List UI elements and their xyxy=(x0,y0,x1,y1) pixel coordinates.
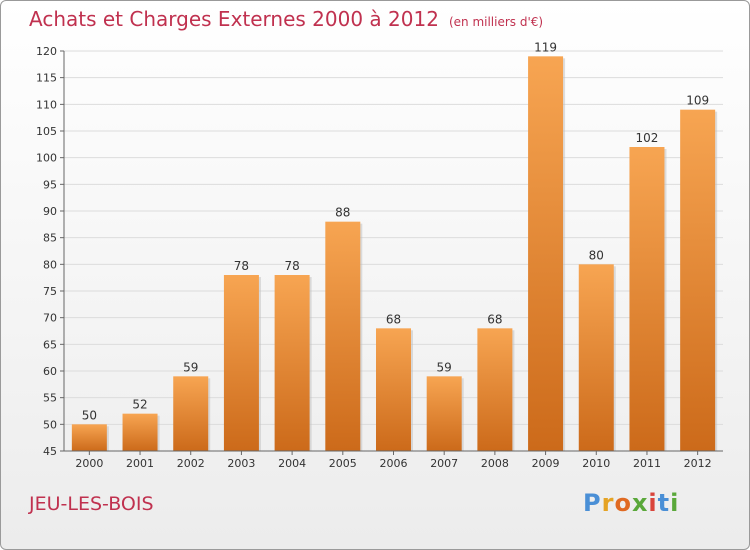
y-tick-label: 75 xyxy=(43,285,57,298)
bar-value-label: 102 xyxy=(636,131,659,145)
x-tick-label: 2010 xyxy=(582,457,610,470)
chart-unit: (en milliers d'€) xyxy=(448,15,544,29)
bar xyxy=(71,424,107,451)
y-tick-label: 85 xyxy=(43,232,57,245)
bar-value-label: 78 xyxy=(284,259,299,273)
y-tick-label: 95 xyxy=(43,178,57,191)
y-tick-label: 100 xyxy=(36,152,57,165)
y-tick-label: 60 xyxy=(43,365,57,378)
chart-title-text: Achats et Charges Externes 2000 à 2012 xyxy=(29,7,439,31)
x-tick-label: 2002 xyxy=(177,457,205,470)
bar-value-label: 68 xyxy=(386,312,401,326)
x-tick-label: 2011 xyxy=(633,457,661,470)
bar xyxy=(274,275,310,451)
x-tick-label: 2000 xyxy=(75,457,103,470)
bar xyxy=(477,328,513,451)
bars: 50 52 59 78 78 88 68 59 68 119 80 102 109 xyxy=(71,40,718,452)
y-tick-label: 45 xyxy=(43,445,57,458)
bar xyxy=(122,413,158,451)
x-tick-label: 2005 xyxy=(329,457,357,470)
bar xyxy=(325,221,361,451)
bar xyxy=(173,376,209,451)
bar-value-label: 80 xyxy=(589,248,604,262)
y-tick-label: 70 xyxy=(43,312,57,325)
x-tick-label: 2006 xyxy=(380,457,408,470)
commune-name: JEU-LES-BOIS xyxy=(29,493,154,515)
bar-value-label: 52 xyxy=(132,398,147,412)
bar xyxy=(528,56,564,451)
bar-value-label: 119 xyxy=(534,40,557,54)
y-tick-label: 120 xyxy=(36,45,57,58)
x-tick-label: 2008 xyxy=(481,457,509,470)
bar-value-label: 88 xyxy=(335,206,350,220)
x-tick-label: 2012 xyxy=(684,457,712,470)
bar xyxy=(629,147,665,451)
chart-title: Achats et Charges Externes 2000 à 2012 (e… xyxy=(29,7,543,31)
x-tick-label: 2007 xyxy=(430,457,458,470)
logo-letter: t xyxy=(657,489,671,517)
logo-letter: i xyxy=(670,489,680,517)
logo-letter: r xyxy=(601,489,615,517)
bar xyxy=(426,376,462,451)
x-tick-label: 2009 xyxy=(532,457,560,470)
bar-value-label: 59 xyxy=(183,360,198,374)
logo-letter: P xyxy=(583,489,602,517)
logo-letter: x xyxy=(631,489,649,517)
bar-value-label: 50 xyxy=(82,408,97,422)
proxiti-logo: Proxiti xyxy=(583,489,679,517)
y-tick-label: 50 xyxy=(43,418,57,431)
bar-value-label: 59 xyxy=(437,360,452,374)
y-tick-label: 90 xyxy=(43,205,57,218)
y-tick-label: 115 xyxy=(36,72,57,85)
logo-letter: o xyxy=(614,489,632,517)
y-tick-label: 110 xyxy=(36,98,57,111)
bar xyxy=(578,264,614,451)
y-tick-label: 80 xyxy=(43,258,57,271)
x-tick-label: 2004 xyxy=(278,457,306,470)
bar-value-label: 68 xyxy=(487,312,502,326)
bar xyxy=(680,109,716,452)
x-tick-label: 2003 xyxy=(227,457,255,470)
y-tick-label: 105 xyxy=(36,125,57,138)
bar-value-label: 78 xyxy=(234,259,249,273)
y-tick-label: 65 xyxy=(43,338,57,351)
logo-letter: i xyxy=(648,489,658,517)
y-tick-label: 55 xyxy=(43,392,57,405)
bar xyxy=(223,275,259,451)
x-tick-label: 2001 xyxy=(126,457,154,470)
bar xyxy=(376,328,411,451)
axes: 45 50 55 60 65 70 75 80 85 90 95 100 105 110 115 120 200… xyxy=(36,45,723,470)
bar-value-label: 109 xyxy=(686,94,709,108)
